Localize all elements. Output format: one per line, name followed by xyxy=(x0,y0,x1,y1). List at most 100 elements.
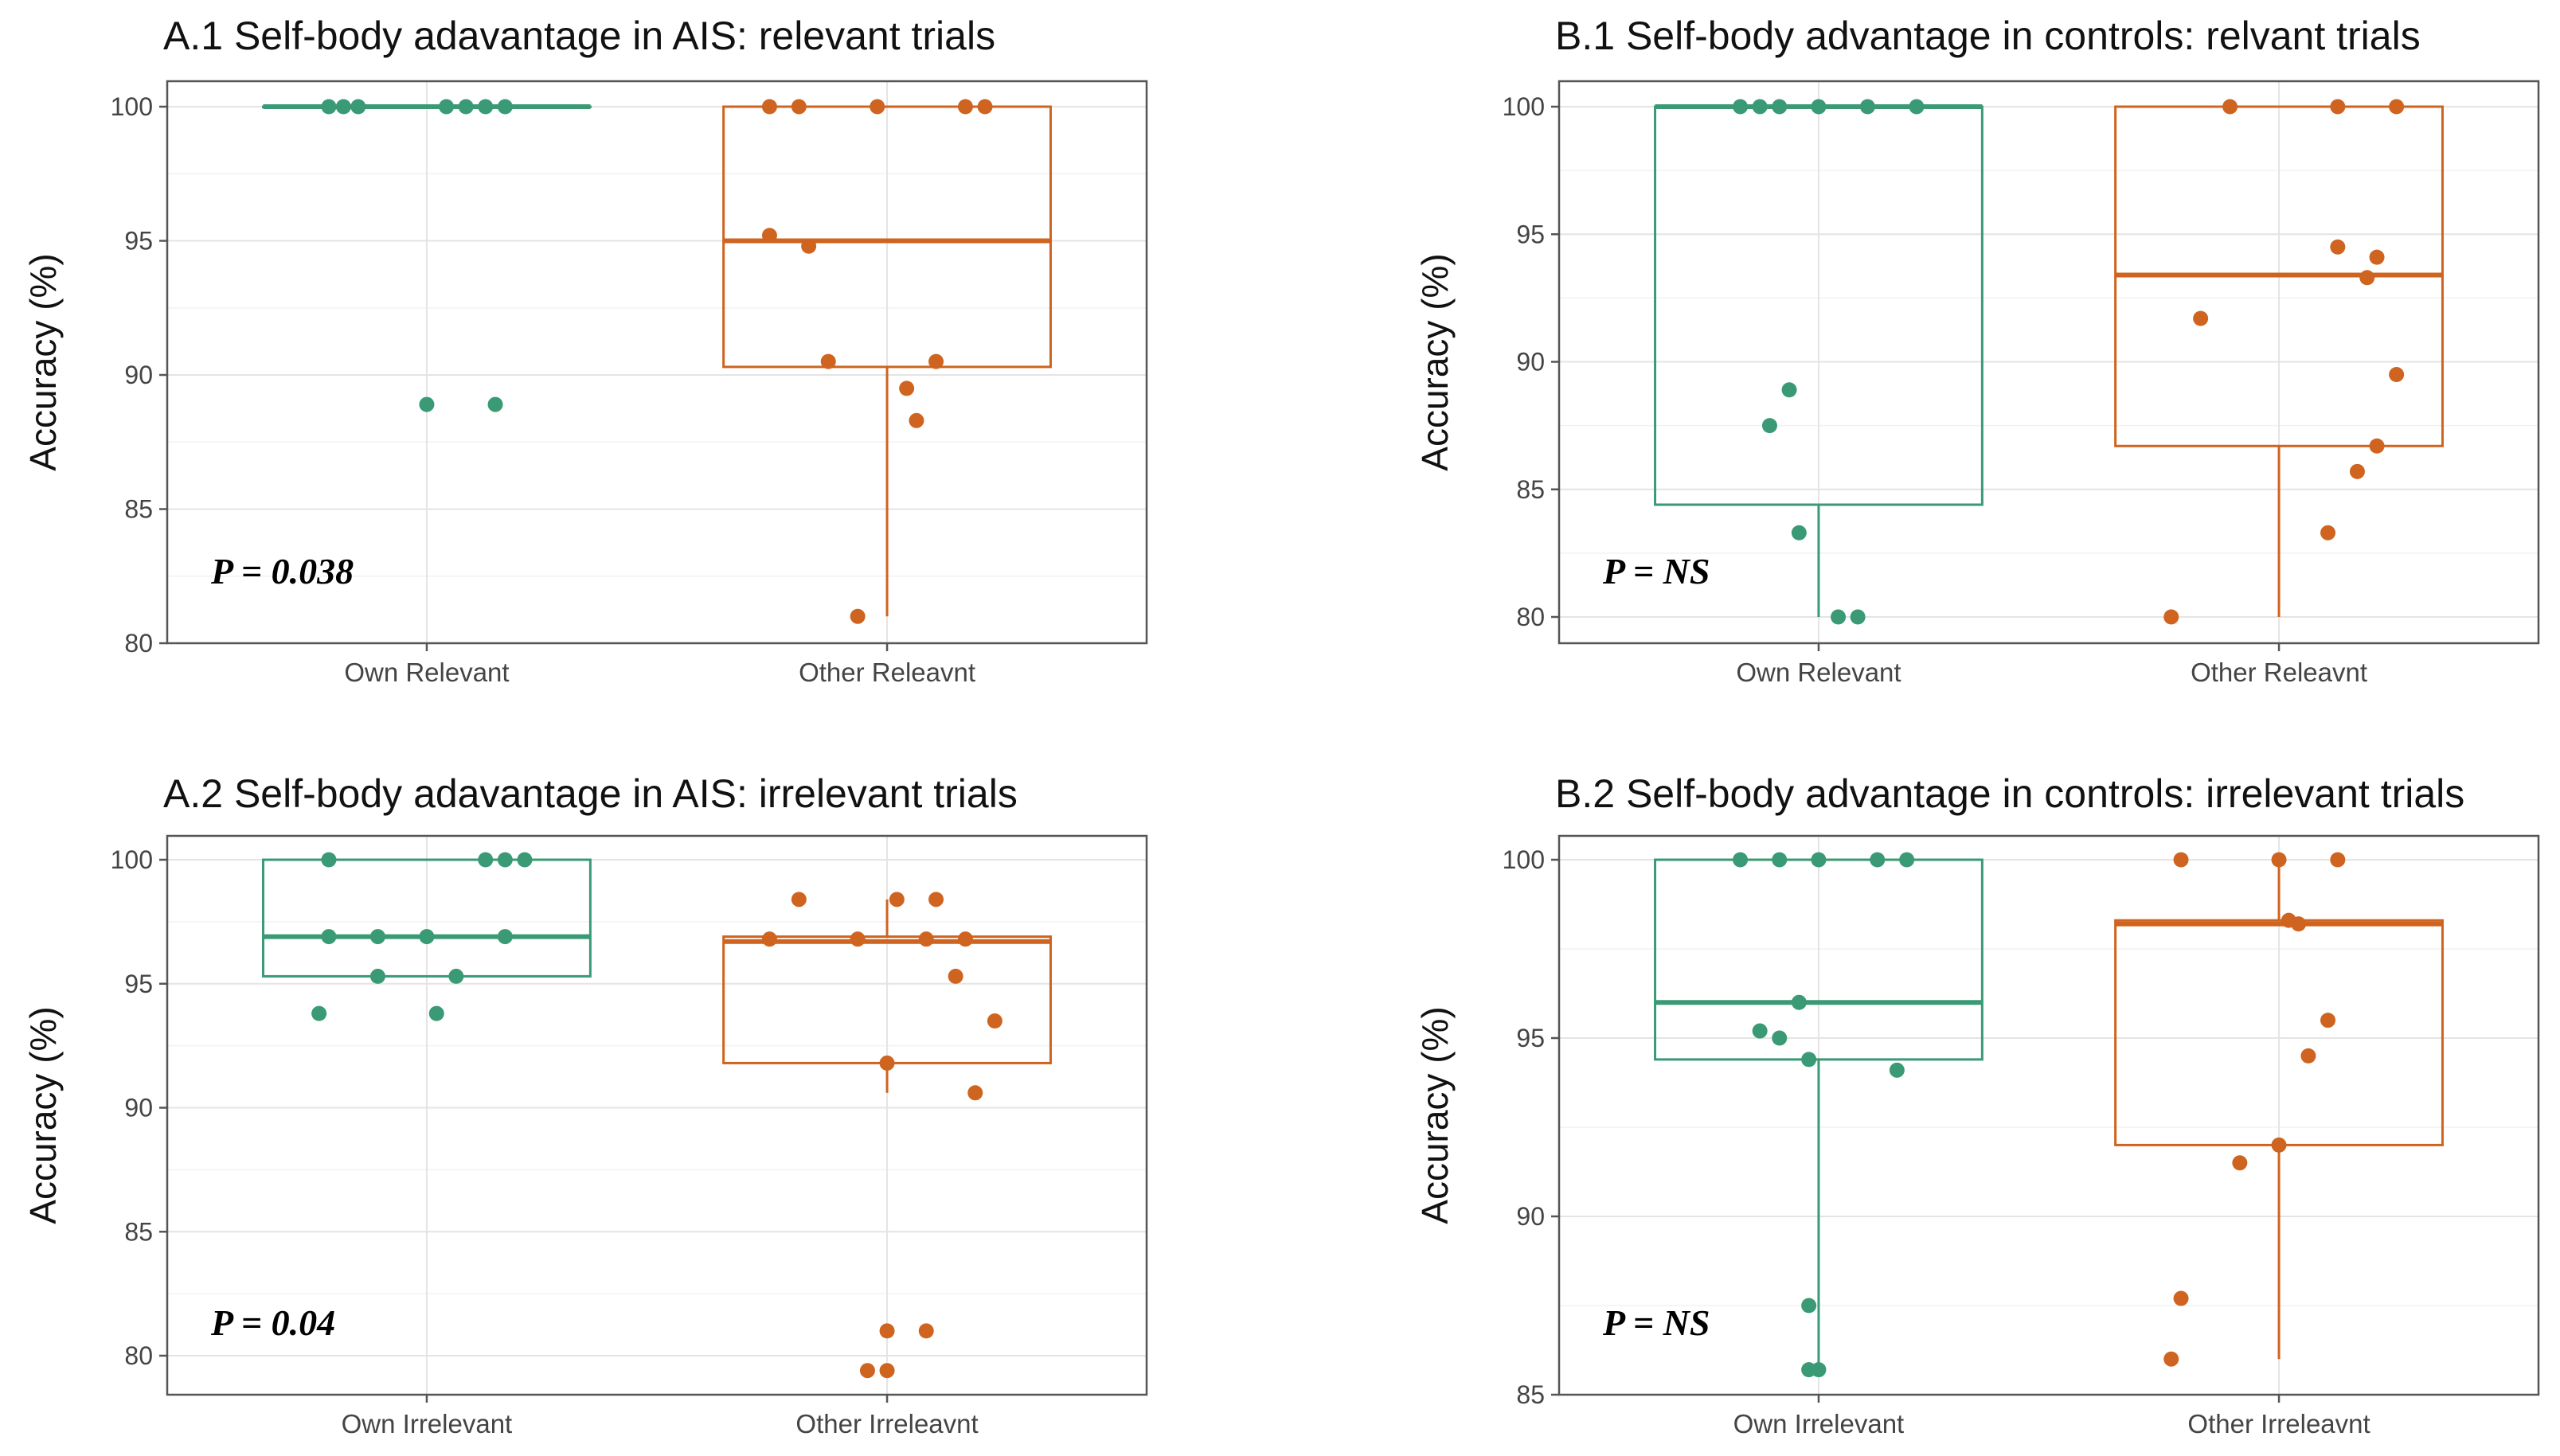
y-tick-label: 90 xyxy=(124,361,153,389)
data-point xyxy=(859,1363,875,1379)
box xyxy=(262,858,592,978)
data-point xyxy=(879,1323,895,1339)
data-point xyxy=(1752,1023,1768,1039)
data-point xyxy=(879,1055,895,1071)
data-point xyxy=(350,99,366,115)
y-axis-label: Accuracy (%) xyxy=(22,1006,64,1224)
data-point xyxy=(977,99,993,115)
data-point xyxy=(1831,609,1847,625)
data-point xyxy=(2330,852,2346,868)
data-point xyxy=(1781,382,1797,398)
data-point xyxy=(321,929,337,945)
y-tick-label: 95 xyxy=(1516,220,1545,248)
data-point xyxy=(928,892,944,908)
data-point xyxy=(517,852,533,868)
data-point xyxy=(2389,99,2405,115)
data-point xyxy=(2291,916,2307,932)
panel-frame xyxy=(166,80,1148,645)
data-point xyxy=(2232,1155,2248,1171)
data-point xyxy=(889,892,905,908)
data-point xyxy=(1772,1030,1788,1046)
data-point xyxy=(820,353,836,369)
data-point xyxy=(909,412,924,428)
data-point xyxy=(487,396,503,412)
data-point xyxy=(1899,852,1915,868)
data-point xyxy=(1811,1362,1827,1378)
p-value-annotation: P = NS xyxy=(1602,551,1710,591)
y-tick-label: 100 xyxy=(1503,845,1545,874)
panel-title: B.1 Self-body advantage in controls: rel… xyxy=(1555,14,2421,58)
data-point xyxy=(2163,609,2179,625)
data-point xyxy=(761,228,777,244)
data-point xyxy=(967,1085,983,1101)
data-point xyxy=(1811,852,1827,868)
data-point xyxy=(1791,525,1807,541)
series-other xyxy=(2114,99,2444,625)
data-point xyxy=(948,968,963,984)
data-point xyxy=(879,1363,895,1379)
data-point xyxy=(1733,99,1749,115)
data-point xyxy=(987,1013,1003,1029)
data-point xyxy=(478,852,494,868)
panel-frame xyxy=(1557,834,2540,1396)
data-point xyxy=(1870,852,1886,868)
y-tick-label: 95 xyxy=(124,970,153,998)
series-other xyxy=(2114,852,2444,1367)
data-point xyxy=(2330,99,2346,115)
x-tick-label: Other Irreleavnt xyxy=(795,1409,978,1438)
data-point xyxy=(2173,1290,2189,1306)
y-tick-label: 80 xyxy=(1516,603,1545,631)
y-tick-label: 90 xyxy=(1516,348,1545,377)
data-point xyxy=(458,99,474,115)
x-tick-label: Own Relevant xyxy=(344,658,509,687)
panel-frame xyxy=(166,834,1148,1396)
data-point xyxy=(761,99,777,115)
panel-title: B.2 Self-body advantage in controls: irr… xyxy=(1555,771,2464,816)
data-point xyxy=(448,968,464,984)
panel-title: A.1 Self-body adavantage in AIS: relevan… xyxy=(163,14,995,58)
data-point xyxy=(2271,1137,2287,1153)
data-point xyxy=(2271,852,2287,868)
data-point xyxy=(369,929,385,945)
data-point xyxy=(369,968,385,984)
data-point xyxy=(428,1005,444,1021)
data-point xyxy=(335,99,351,115)
y-tick-label: 100 xyxy=(111,845,153,874)
data-point xyxy=(791,892,807,908)
p-value-annotation: P = 0.038 xyxy=(210,551,354,591)
panel-4: B.2 Self-body advantage in controls: irr… xyxy=(1414,771,2540,1438)
y-axis-label: Accuracy (%) xyxy=(1414,1006,1456,1224)
data-point xyxy=(2359,270,2375,286)
data-point xyxy=(1761,418,1777,434)
x-tick-label: Other Releavnt xyxy=(799,658,975,687)
p-value-annotation: P = 0.04 xyxy=(210,1302,335,1343)
data-point xyxy=(2193,310,2209,326)
y-tick-label: 100 xyxy=(111,92,153,121)
data-point xyxy=(957,931,973,947)
y-tick-label: 90 xyxy=(1516,1202,1545,1231)
data-point xyxy=(2163,1351,2179,1367)
y-tick-label: 100 xyxy=(1503,92,1545,121)
data-point xyxy=(1772,99,1788,115)
data-point xyxy=(1772,852,1788,868)
panel-2: B.1 Self-body advantage in controls: rel… xyxy=(1414,14,2540,687)
data-point xyxy=(497,99,513,115)
data-point xyxy=(761,931,777,947)
y-tick-label: 85 xyxy=(124,495,153,524)
data-point xyxy=(478,99,494,115)
data-point xyxy=(1801,1298,1817,1314)
data-point xyxy=(497,852,513,868)
box xyxy=(722,105,1052,369)
x-tick-label: Other Releavnt xyxy=(2191,658,2367,687)
x-tick-label: Own Irrelevant xyxy=(1733,1409,1905,1438)
x-tick-label: Own Irrelevant xyxy=(342,1409,513,1438)
panel-frame xyxy=(1557,80,2540,645)
data-point xyxy=(918,1323,934,1339)
data-point xyxy=(2320,1013,2336,1029)
data-point xyxy=(311,1005,327,1021)
series-own xyxy=(262,852,592,1021)
data-point xyxy=(791,99,807,115)
data-point xyxy=(2222,99,2238,115)
series-own xyxy=(262,99,592,412)
